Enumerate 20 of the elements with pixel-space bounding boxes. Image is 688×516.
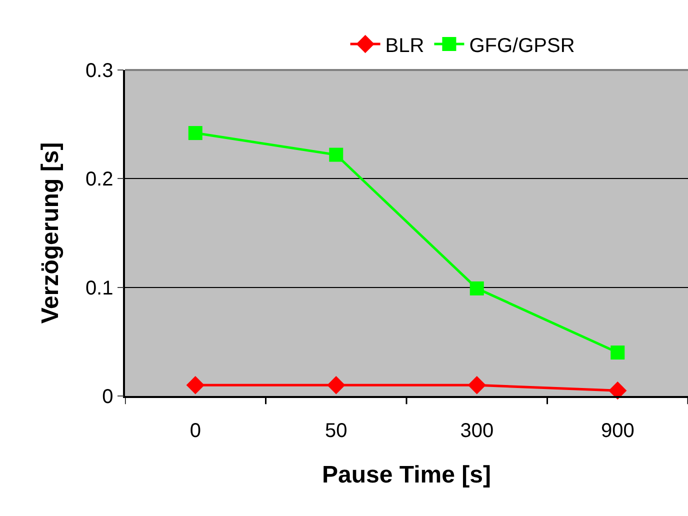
x-tick-label: 900: [600, 420, 634, 442]
x-axis-title: Pause Time [s]: [322, 462, 491, 489]
point: [468, 376, 486, 394]
point: [329, 148, 344, 162]
y-tick-label: 0: [102, 386, 114, 408]
point: [470, 281, 484, 296]
y-tick-label: 0.2: [85, 168, 114, 191]
legend-label: BLR: [385, 34, 424, 57]
point: [188, 126, 202, 140]
x-tick-label: 0: [190, 420, 201, 442]
y-tick-label: 0.3: [85, 60, 114, 82]
x-tick-label: 300: [460, 420, 494, 442]
y-tick-label: 0.1: [85, 277, 114, 300]
point: [186, 376, 204, 394]
point: [327, 376, 346, 394]
point: [608, 381, 627, 400]
legend-label: GFG/GPSR: [469, 34, 575, 57]
y-axis-title: Verzögerung [s]: [37, 142, 64, 324]
point: [610, 346, 625, 360]
x-tick-label: 50: [325, 420, 348, 442]
